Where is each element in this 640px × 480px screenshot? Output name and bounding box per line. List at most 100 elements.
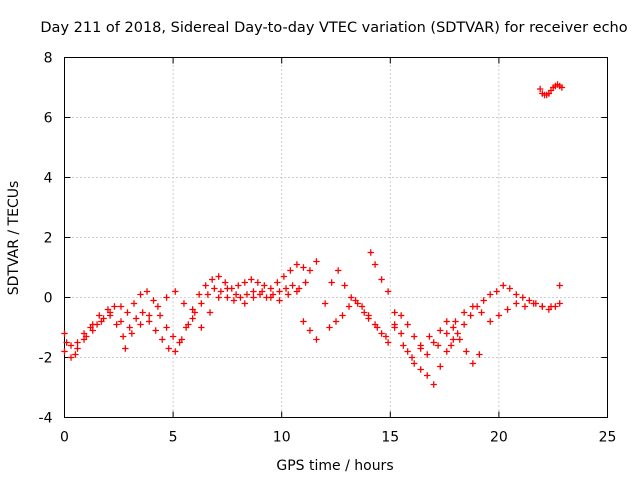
data-point — [241, 279, 248, 286]
x-tick-label: 25 — [599, 430, 617, 446]
data-point — [397, 330, 405, 337]
series-group — [447, 282, 563, 349]
data-point — [519, 294, 526, 301]
data-point — [504, 306, 511, 313]
data-point — [382, 333, 390, 340]
data-point — [195, 291, 203, 298]
data-point — [478, 309, 485, 316]
data-point — [556, 300, 563, 307]
y-tick-label: -4 — [39, 411, 53, 427]
data-point — [280, 273, 288, 280]
data-point — [487, 291, 494, 298]
data-point — [289, 282, 296, 289]
data-point — [467, 312, 474, 319]
data-point — [487, 318, 494, 325]
data-point — [391, 321, 398, 328]
data-point — [447, 342, 455, 349]
series-group — [61, 258, 320, 352]
data-point — [159, 336, 166, 343]
data-point — [334, 267, 342, 274]
data-point — [367, 249, 374, 256]
data-point — [374, 324, 381, 331]
data-point — [89, 327, 96, 334]
x-axis-label: GPS time / hours — [276, 458, 393, 474]
data-point — [424, 372, 431, 379]
data-point — [513, 300, 520, 307]
data-point — [235, 282, 242, 289]
data-point — [456, 336, 464, 343]
data-point — [61, 330, 68, 337]
data-point — [146, 312, 153, 319]
data-point — [63, 339, 70, 346]
data-point — [300, 318, 307, 325]
x-tick-label: 15 — [381, 430, 399, 446]
data-point — [306, 267, 314, 274]
data-point — [163, 324, 170, 331]
data-point — [250, 294, 257, 301]
data-point — [434, 342, 442, 349]
data-point — [180, 300, 188, 307]
data-point — [215, 294, 222, 301]
data-point — [80, 336, 88, 343]
data-point — [513, 291, 520, 298]
data-point — [452, 318, 459, 325]
data-point — [378, 330, 385, 337]
data-point — [248, 276, 255, 283]
data-point — [96, 312, 103, 319]
data-point — [371, 261, 379, 268]
data-point — [384, 288, 392, 295]
data-point — [306, 327, 314, 334]
x-tick-label: 5 — [169, 430, 178, 446]
data-point — [267, 294, 275, 301]
data-point — [539, 303, 546, 310]
data-point — [463, 348, 470, 355]
data-point — [282, 285, 290, 292]
x-tick-label: 10 — [273, 430, 291, 446]
data-point — [410, 333, 418, 340]
data-point — [450, 336, 457, 343]
data-point — [558, 84, 566, 91]
data-point — [404, 348, 411, 355]
data-point — [500, 282, 507, 289]
data-point — [126, 324, 133, 331]
data-point — [198, 324, 205, 331]
data-point — [111, 303, 118, 310]
data-point — [117, 303, 125, 310]
data-point — [152, 327, 159, 334]
data-point — [495, 312, 503, 319]
data-point — [493, 288, 500, 295]
series-group — [63, 285, 301, 358]
y-axis-label: SDTVAR / TECUs — [6, 181, 22, 296]
data-point — [285, 291, 292, 298]
data-point — [261, 282, 268, 289]
data-point — [211, 285, 218, 292]
data-point — [208, 276, 216, 283]
data-point — [276, 297, 283, 304]
y-tick-label: 4 — [44, 171, 53, 187]
data-point — [217, 288, 225, 295]
data-point — [358, 303, 366, 310]
data-point — [172, 288, 179, 295]
data-point — [113, 321, 120, 328]
data-point — [230, 297, 238, 304]
data-point — [61, 348, 68, 355]
data-point — [365, 315, 372, 322]
x-tick-label: 20 — [490, 430, 508, 446]
data-point — [232, 291, 240, 298]
data-point — [172, 348, 179, 355]
data-point — [124, 309, 131, 316]
data-point — [178, 336, 185, 343]
data-point — [506, 285, 513, 292]
data-point — [410, 360, 418, 367]
data-point — [460, 309, 468, 316]
data-point — [526, 297, 533, 304]
data-point — [122, 345, 129, 352]
data-point — [300, 264, 307, 271]
data-point — [417, 345, 424, 352]
data-point — [165, 345, 172, 352]
data-point — [426, 333, 433, 340]
data-point — [391, 309, 398, 316]
y-tick-label: 6 — [44, 111, 53, 127]
